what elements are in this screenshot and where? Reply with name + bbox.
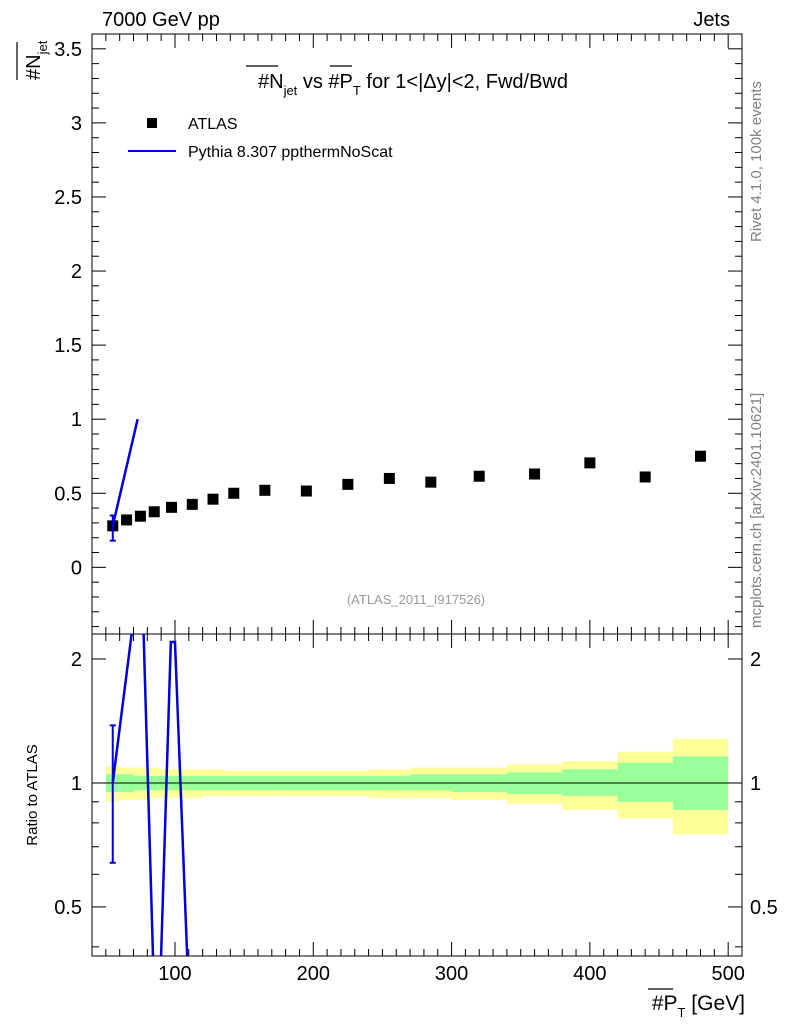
main-y-tick-label: 3.5: [54, 39, 82, 61]
header-collision-label: 7000 GeV pp: [102, 9, 220, 31]
pythia-curve: [111, 418, 139, 527]
main-y-tick-label: 3: [71, 113, 82, 135]
main-y-tick-label: 2.5: [54, 187, 82, 209]
main-y-tick-label: 0: [71, 557, 82, 579]
ratio-y-tick-label: 1: [71, 773, 82, 795]
ratio-y-axis-label: Ratio to ATLAS: [24, 744, 41, 845]
atlas-data-point: [300, 485, 312, 497]
atlas-data-point: [639, 471, 651, 483]
ratio-data-layer: [109, 634, 189, 956]
ratio-band-green: [410, 774, 452, 791]
atlas-data-point: [148, 506, 160, 518]
ratio-y-tick-label: 0.5: [54, 897, 82, 919]
main-y-axis-ticks: 0 0.5 1 1.5 2 2.5 3 3.5: [54, 33, 742, 628]
analysis-watermark: (ATLAS_2011_I917526): [347, 592, 485, 607]
ratio-y-tick-label-right: 0.5: [750, 897, 778, 919]
ratio-y-tick-label: 2: [71, 649, 82, 671]
atlas-data-point: [342, 478, 354, 490]
atlas-data-point: [134, 510, 146, 522]
atlas-data-point: [425, 476, 437, 488]
main-y-axis-label: #Njet: [23, 40, 50, 80]
ratio-y-tick-label-right: 2: [750, 649, 761, 671]
atlas-data-point: [228, 487, 240, 499]
atlas-data-point: [121, 514, 133, 526]
atlas-data-point: [584, 457, 596, 469]
main-y-tick-label: 0.5: [54, 483, 82, 505]
legend-mc-label: Pythia 8.307 ppthermNoScat: [188, 144, 393, 161]
main-data-layer: [107, 418, 707, 542]
ratio-y-tick-label-right: 1: [750, 773, 761, 795]
ratio-y-axis-ticks: 0.5 0.5 1 1 2 2: [54, 649, 778, 948]
main-y-tick-label: 1.5: [54, 335, 82, 357]
legend-atlas-marker: [147, 118, 157, 128]
header-process-label: Jets: [693, 9, 730, 31]
atlas-data-point: [166, 501, 178, 513]
main-y-tick-label: 1: [71, 409, 82, 431]
atlas-data-point: [383, 472, 395, 484]
x-tick-label: 300: [435, 963, 468, 985]
atlas-data-point: [695, 450, 707, 462]
x-axis-ticks: 100 200 300 400 500: [105, 34, 745, 985]
atlas-data-point: [473, 470, 485, 482]
ratio-plot-frame: [91, 633, 743, 957]
main-y-tick-label: 2: [71, 261, 82, 283]
x-tick-label: 100: [158, 963, 191, 985]
rivet-version-label: Rivet 4.1.0, 100k events: [748, 81, 765, 242]
x-tick-label: 500: [711, 963, 744, 985]
ratio-band-green: [617, 762, 673, 802]
x-tick-label: 400: [573, 963, 606, 985]
pythia-ratio-curve: [111, 634, 189, 956]
x-axis-label: #PT [GeV]: [652, 992, 745, 1020]
atlas-data-point: [259, 484, 271, 496]
x-tick-label: 200: [297, 963, 330, 985]
ratio-uncertainty-bands: [105, 738, 729, 835]
chart-title: #Njet vs #PT for 1<|Δy|<2, Fwd/Bwd: [258, 71, 568, 98]
legend-atlas-label: ATLAS: [188, 116, 238, 133]
atlas-data-point: [529, 468, 541, 480]
atlas-data-point: [186, 498, 198, 510]
mcplots-label: mcplots.cern.ch [arXiv:2401.10621]: [748, 393, 765, 628]
atlas-data-point: [207, 493, 219, 505]
